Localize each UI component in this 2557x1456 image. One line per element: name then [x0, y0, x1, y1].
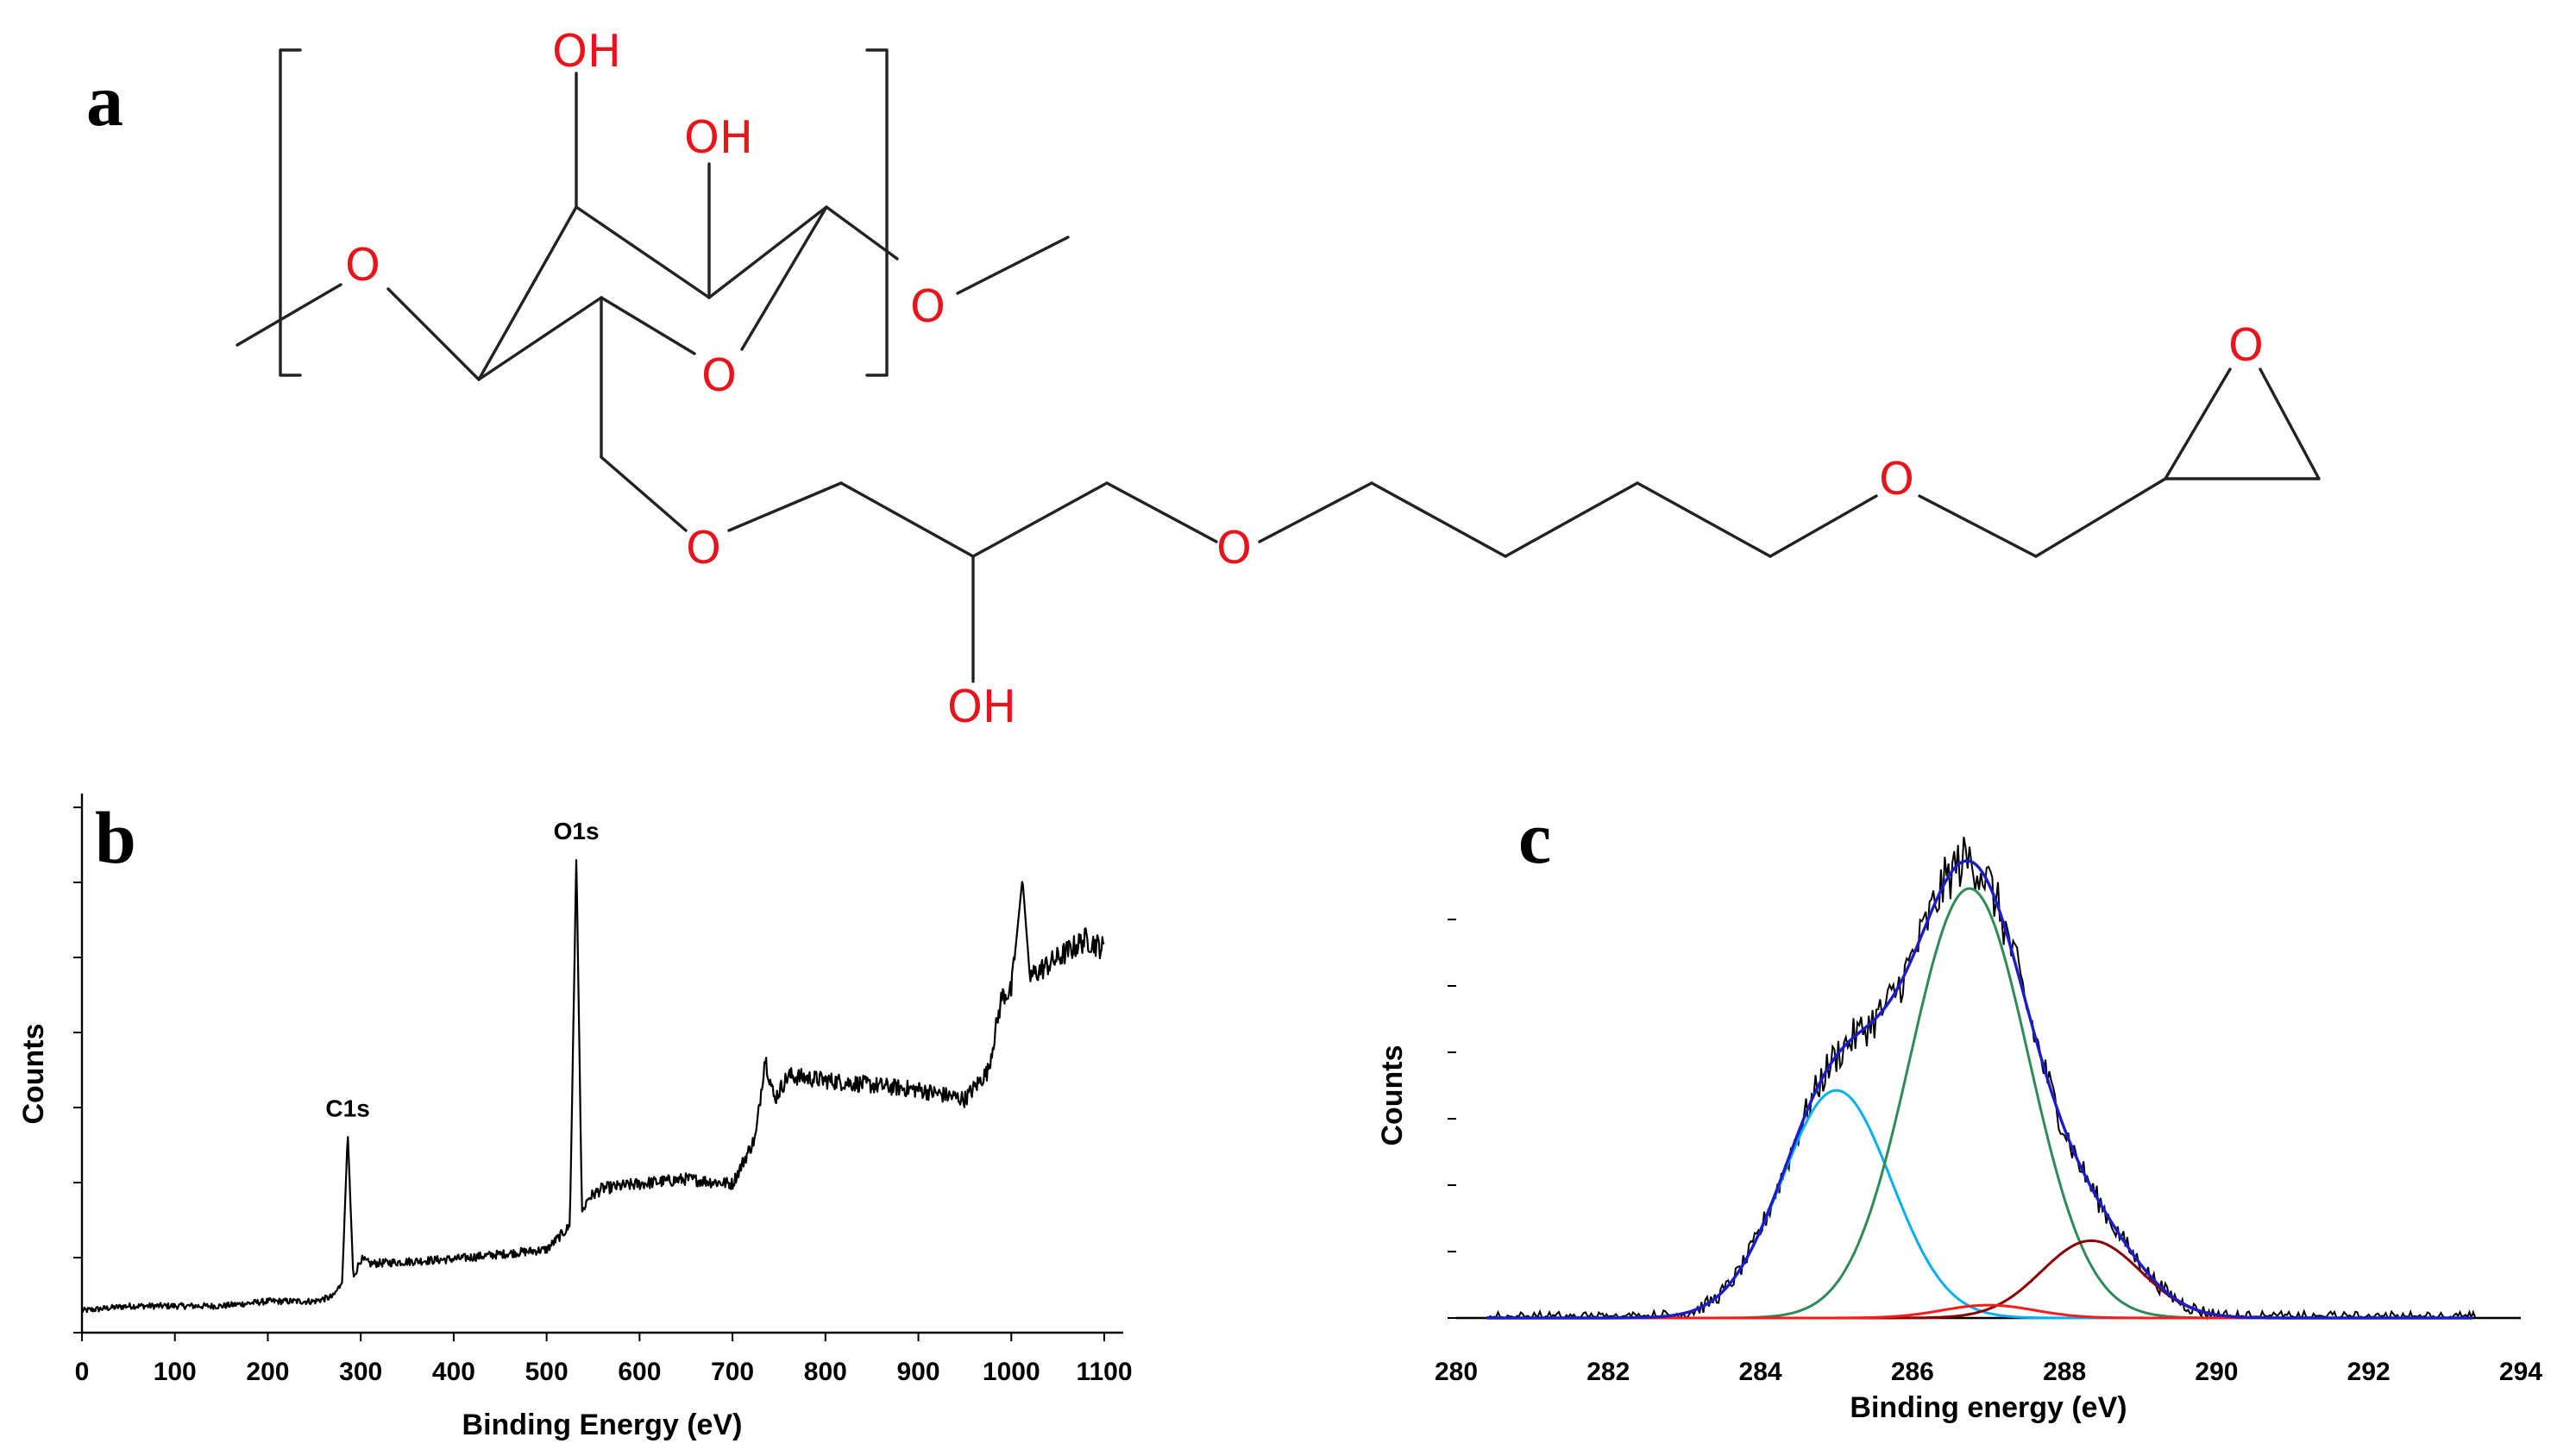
c-component-285	[1486, 1089, 2472, 1320]
epoxide-bond	[2259, 367, 2321, 480]
chain-bond	[1105, 481, 1218, 543]
ring-bond	[825, 205, 899, 260]
peak-label-c1s: C1s	[325, 1095, 369, 1121]
structure-bonds	[236, 48, 2321, 683]
b-x-tick-label: 1100	[1076, 1358, 1132, 1386]
chain-bond	[1370, 481, 1507, 558]
chain-bond	[1769, 494, 1878, 558]
chain-bond	[1504, 481, 1639, 558]
c-raw-data-series	[1486, 837, 2477, 1321]
atom-o-right: O	[910, 281, 946, 333]
c-x-tick-label: 290	[2195, 1358, 2238, 1386]
atom-oh-mid: OH	[684, 112, 753, 164]
peak-label-o1s: O1s	[554, 818, 600, 844]
panel-label-a: a	[86, 59, 123, 141]
ring-bond	[477, 296, 603, 381]
b-x-axis-label: Binding Energy (eV)	[462, 1409, 743, 1441]
c-x-tick-label: 292	[2347, 1358, 2391, 1386]
b-x-tick-label: 600	[618, 1358, 661, 1386]
survey-spectrum-chart: 0 100 200 300 400 500 600 700 800 900 1000 1100 C1s…	[17, 794, 1133, 1441]
c-x-tick-label: 288	[2043, 1358, 2086, 1386]
chain-bond	[1636, 481, 1772, 558]
b-x-tick-label: 300	[339, 1358, 382, 1386]
b-x-tick-label: 800	[804, 1358, 847, 1386]
chain-bond	[1918, 494, 2038, 558]
atom-o-epoxide: O	[2228, 320, 2264, 372]
c1s-spectrum-chart: 280 282 284 286 288 290 292 294 Binding energy …	[1376, 837, 2542, 1424]
b-x-tick-label: 0	[75, 1358, 90, 1386]
b-x-tick-label: 400	[432, 1358, 475, 1386]
ring-bond	[600, 296, 696, 355]
c-x-tick-label: 282	[1586, 1358, 1630, 1386]
chain-bond	[1258, 481, 1373, 543]
c-x-tick-label: 286	[1891, 1358, 1934, 1386]
c-component-286-75	[1486, 887, 2472, 1320]
atom-oh-top: OH	[552, 26, 621, 78]
atom-oh-bottom: OH	[947, 681, 1016, 733]
c-y-axis-label: Counts	[1376, 1045, 1409, 1145]
panel-label-b: b	[95, 796, 136, 879]
c-envelope-fit	[1486, 859, 2472, 1320]
chain-bond	[839, 481, 975, 558]
b-x-tick-label: 100	[154, 1358, 197, 1386]
c-x-tick-label: 284	[1739, 1358, 1782, 1386]
b-y-axis-label: Counts	[17, 1023, 50, 1124]
atom-o-chain-3: O	[1879, 454, 1914, 505]
chain-bond	[971, 481, 1109, 558]
ring-bond	[707, 205, 828, 299]
atom-o-chain-2: O	[1216, 523, 1252, 574]
c-x-axis-label: Binding energy (eV)	[1850, 1391, 2127, 1424]
ring-bond	[740, 205, 828, 351]
atom-o-chain-1: O	[686, 523, 721, 574]
epoxide-bond	[2164, 367, 2232, 480]
left-bracket	[279, 48, 302, 377]
structure-atoms: OH OH O O O O O O O OH	[345, 26, 2264, 733]
c-x-tick-label: 294	[2499, 1358, 2542, 1386]
left-chain-bond	[236, 283, 342, 347]
c-x-tick-label: 280	[1435, 1358, 1478, 1386]
ring-bond	[386, 287, 481, 381]
chain-bond	[2034, 477, 2167, 558]
right-chain-bond	[956, 235, 1070, 295]
panel-label-c: c	[1518, 796, 1551, 879]
b-x-tick-label: 700	[711, 1358, 754, 1386]
b-x-tick-label: 1000	[983, 1358, 1040, 1386]
atom-o-left: O	[345, 240, 380, 292]
b-x-tick-label: 500	[525, 1358, 569, 1386]
b-x-tick-label: 200	[246, 1358, 289, 1386]
chain-bond	[600, 455, 688, 532]
b-x-tick-label: 900	[897, 1358, 940, 1386]
ring-bond	[477, 205, 578, 381]
chain-bond	[727, 481, 843, 532]
right-bracket	[865, 48, 889, 377]
ring-bond	[575, 205, 711, 299]
atom-o-ring: O	[701, 350, 737, 402]
b-survey-series	[80, 859, 1105, 1314]
